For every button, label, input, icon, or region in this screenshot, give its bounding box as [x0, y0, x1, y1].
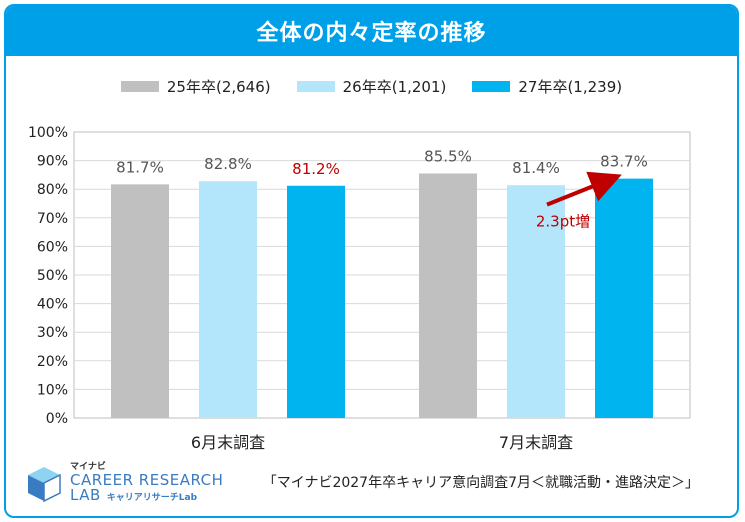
y-tick-label: 30% — [37, 325, 68, 341]
y-tick-label: 10% — [37, 382, 68, 398]
y-tick-label: 0% — [46, 411, 68, 427]
legend-swatch-25 — [120, 81, 159, 92]
annotation-label: 2.3pt増 — [536, 213, 590, 231]
y-tick-label: 50% — [37, 268, 68, 284]
bar — [287, 185, 345, 418]
data-label: 85.5% — [424, 147, 472, 165]
logo-brand: マイナビ — [70, 462, 106, 473]
data-label: 81.4% — [512, 159, 560, 177]
logo-lab: LAB — [70, 486, 101, 505]
legend-item-25: 25年卒(2,646) — [120, 76, 271, 97]
legend-item-26: 26年卒(1,201) — [296, 76, 447, 97]
data-label: 81.7% — [116, 158, 164, 176]
y-tick-label: 100% — [28, 125, 68, 141]
y-tick-label: 70% — [37, 211, 68, 227]
bar — [595, 178, 653, 418]
bar — [419, 173, 477, 418]
logo-subtitle: キャリアリサーチLab — [106, 493, 198, 504]
bar — [199, 181, 257, 418]
y-tick-label: 40% — [37, 297, 68, 313]
logo: マイナビ CAREER RESEARCH LAB キャリアリサーチLab — [24, 462, 224, 505]
legend: 25年卒(2,646) 26年卒(1,201) 27年卒(1,239) — [6, 76, 737, 97]
data-label: 81.2% — [292, 160, 340, 178]
logo-name: CAREER RESEARCH — [70, 470, 224, 489]
chart-frame: 全体の内々定率の推移 25年卒(2,646) 26年卒(1,201) 27年卒(… — [4, 4, 739, 518]
bar — [111, 184, 169, 418]
legend-label-26: 26年卒(1,201) — [342, 78, 447, 96]
y-tick-label: 80% — [37, 182, 68, 198]
y-tick-label: 90% — [37, 154, 68, 170]
cube-logo-icon — [28, 466, 61, 502]
annotation-arrow — [546, 171, 622, 207]
source-note: 「マイナビ2027年卒キャリア意向調査7月＜就職活動・進路決定＞」 — [262, 475, 699, 491]
data-label: 83.7% — [600, 153, 648, 171]
y-tick-label: 20% — [37, 354, 68, 370]
category-label: 6月末調査 — [191, 433, 265, 452]
y-tick-label: 60% — [37, 239, 68, 255]
legend-label-25: 25年卒(2,646) — [166, 78, 271, 96]
legend-swatch-26 — [296, 81, 335, 92]
legend-label-27: 27年卒(1,239) — [518, 78, 623, 96]
bar-chart: 0% 10% 20% 30% 40% 50% 60% 70% 80% 90% 100% 81.7% 82… — [28, 125, 691, 452]
legend-swatch-27 — [472, 81, 511, 92]
legend-item-27: 27年卒(1,239) — [472, 76, 622, 97]
bar — [507, 185, 565, 418]
category-label: 7月末調査 — [499, 433, 573, 452]
chart-title: 全体の内々定率の推移 — [6, 6, 737, 56]
data-label: 82.8% — [204, 155, 252, 173]
